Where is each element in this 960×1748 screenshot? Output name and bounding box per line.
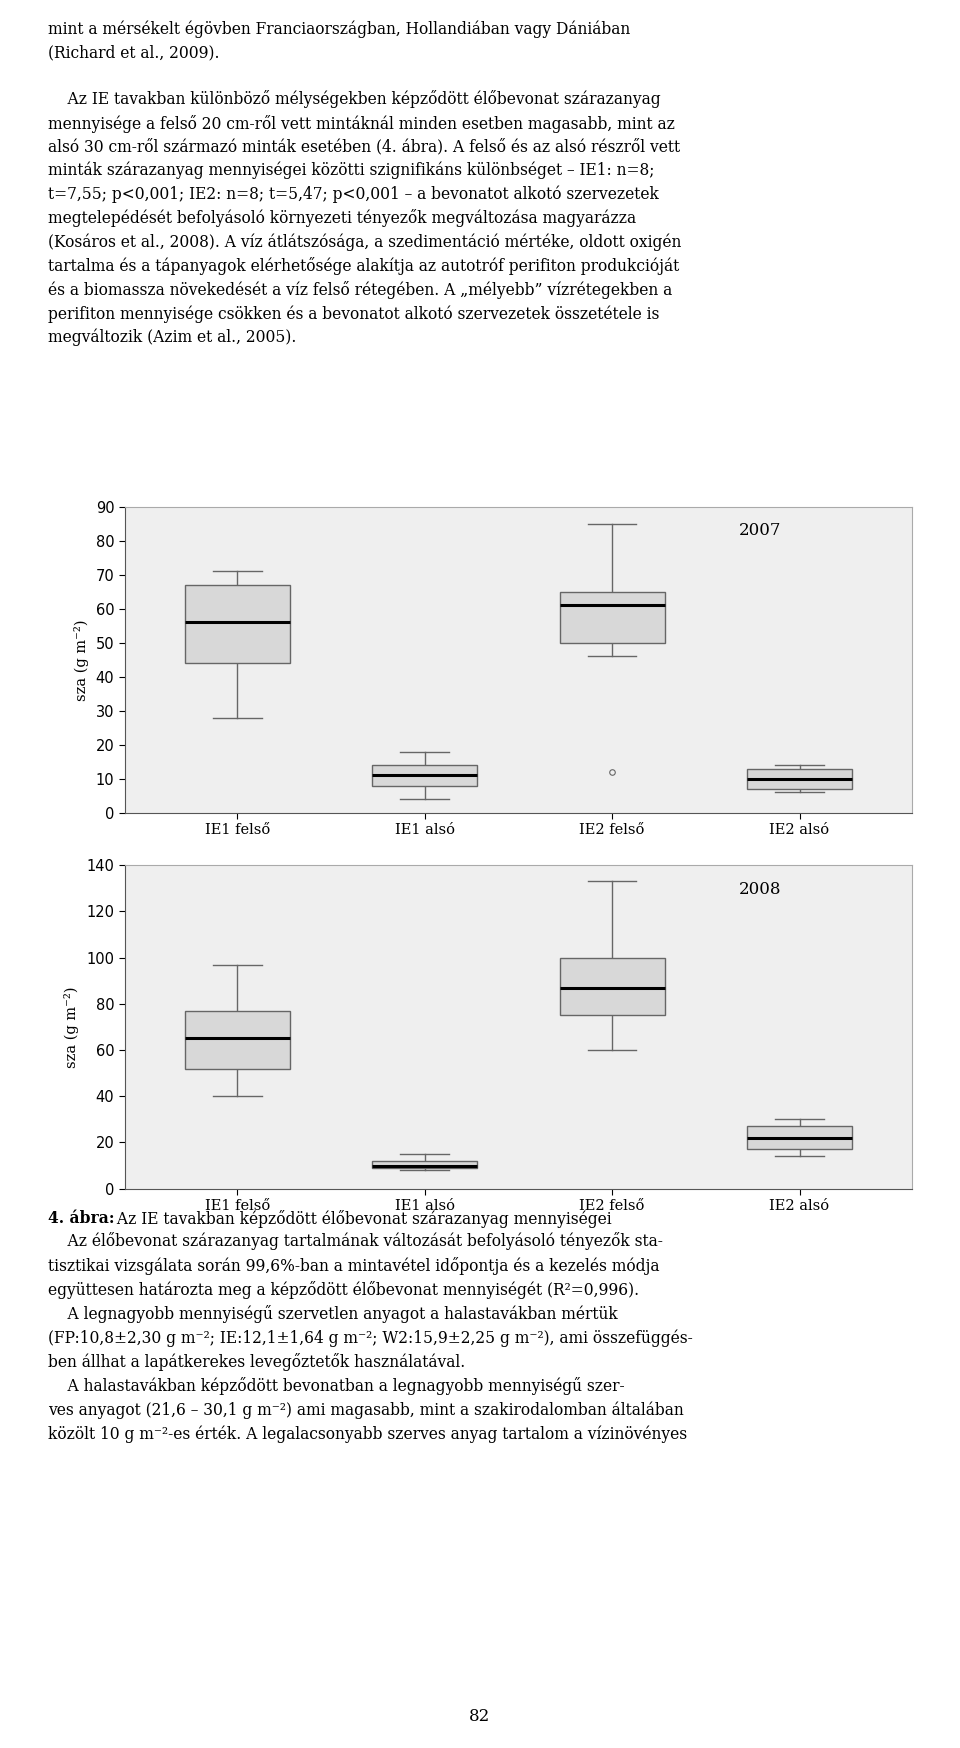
- Text: 82: 82: [469, 1708, 491, 1725]
- Y-axis label: sza (g m⁻²): sza (g m⁻²): [74, 619, 88, 701]
- Bar: [560, 593, 664, 643]
- Bar: [747, 1126, 852, 1150]
- Bar: [372, 766, 477, 785]
- Text: 2008: 2008: [739, 881, 781, 898]
- Bar: [747, 769, 852, 788]
- Bar: [560, 958, 664, 1016]
- Bar: [372, 1161, 477, 1168]
- Text: 4. ábra:: 4. ábra:: [48, 1210, 114, 1227]
- Y-axis label: sza (g m⁻²): sza (g m⁻²): [64, 986, 80, 1068]
- Text: 2007: 2007: [739, 523, 781, 538]
- Text: Az IE tavakban képződött élőbevonat szárazanyag mennyiségei: Az IE tavakban képződött élőbevonat szár…: [112, 1210, 612, 1227]
- Bar: [184, 586, 290, 662]
- Text: Az élőbevonat szárazanyag tartalmának változását befolyásoló tényezők sta-
tiszt: Az élőbevonat szárazanyag tartalmának vá…: [48, 1232, 693, 1442]
- Text: mint a mérsékelt égövben Franciaországban, Hollandiában vagy Dániában
(Richard e: mint a mérsékelt égövben Franciaországba…: [48, 21, 682, 346]
- Bar: [184, 1010, 290, 1068]
